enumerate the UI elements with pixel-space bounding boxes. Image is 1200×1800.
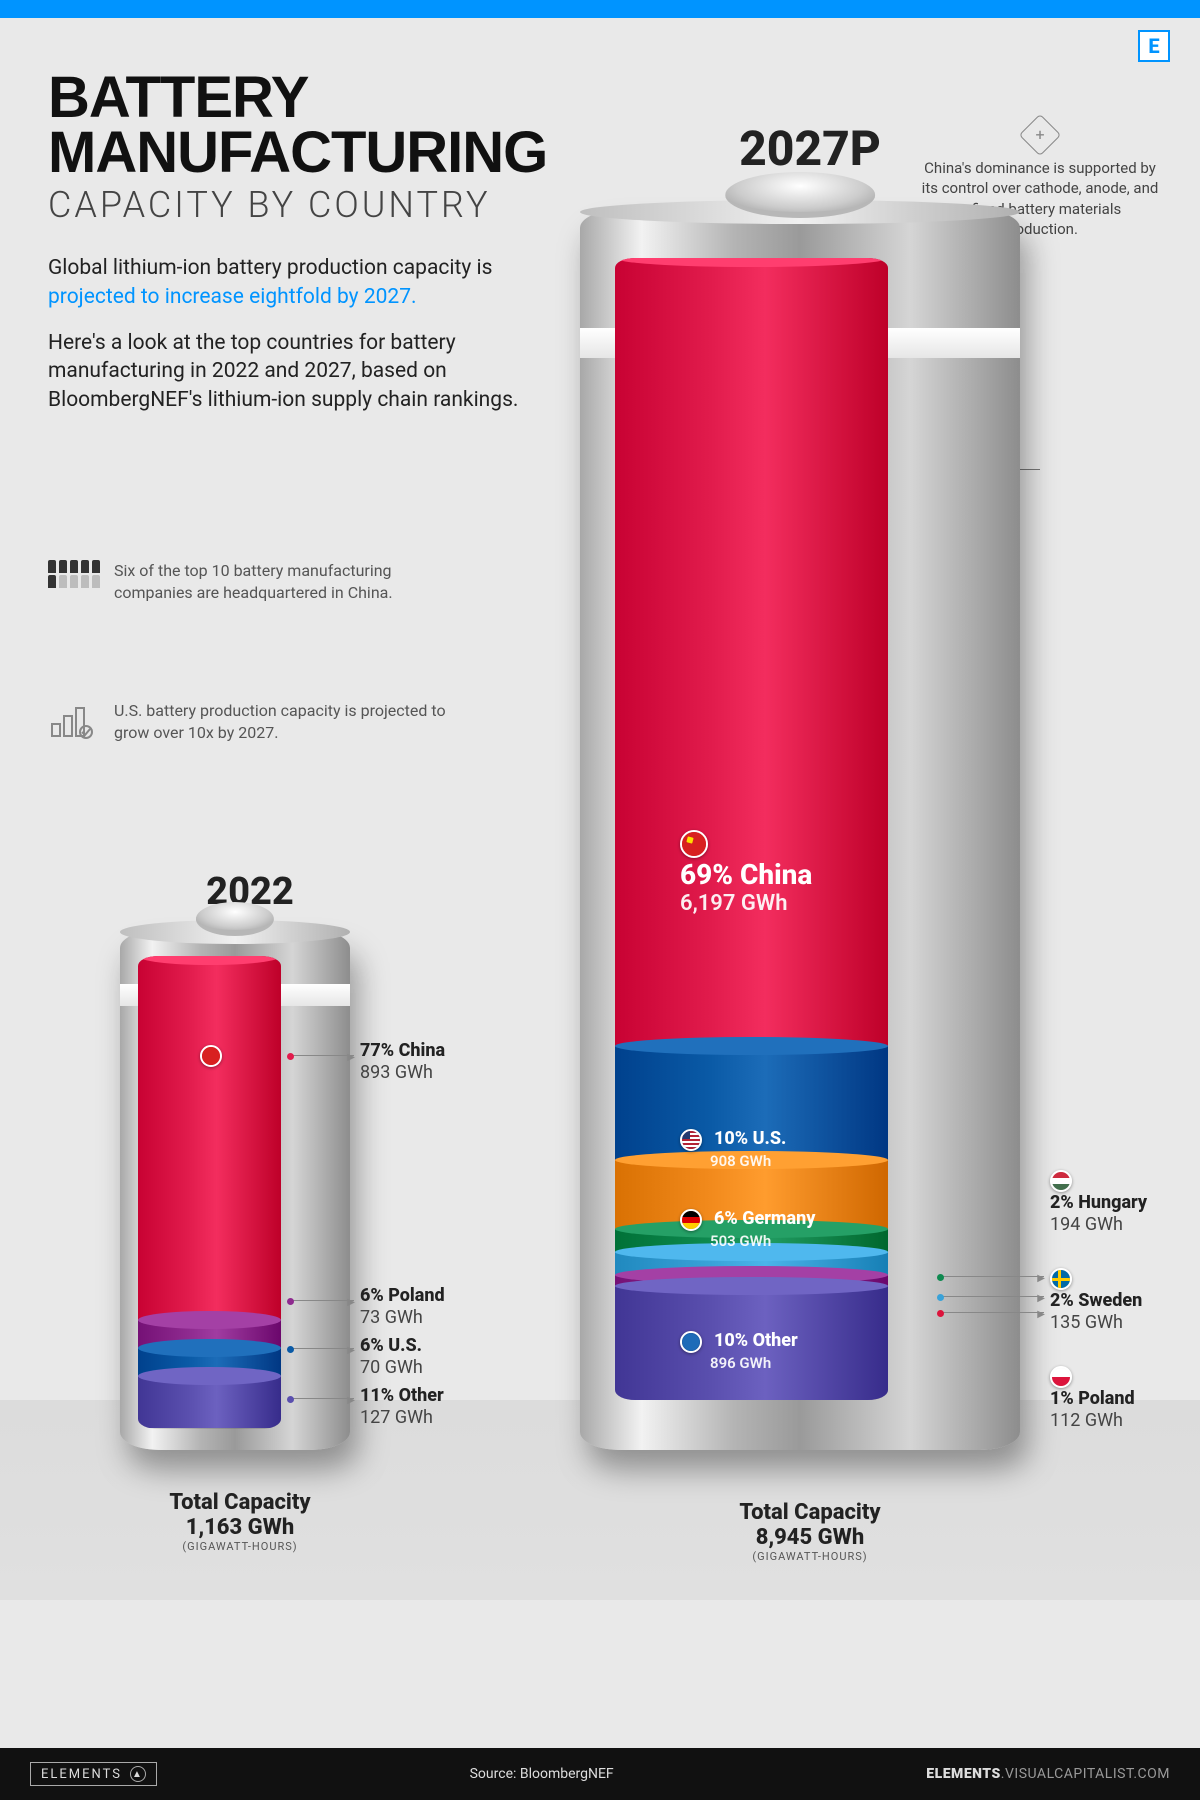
intro-highlight: projected to increase eightfold by 2027.	[48, 285, 417, 309]
factoid-companies: Six of the top 10 battery manufacturing …	[48, 560, 468, 603]
battery-2022	[120, 930, 350, 1450]
company-dots-icon	[48, 560, 96, 588]
leader-line: ▶	[290, 1398, 354, 1399]
flag-usa-icon	[680, 1129, 702, 1151]
title-line-2: MANUFACTURING	[48, 125, 608, 180]
flag-china-icon	[680, 830, 708, 858]
brand-logo: E	[1138, 30, 1170, 62]
title-line-1: BATTERY	[48, 70, 608, 125]
year-2027-label: 2027P	[680, 120, 940, 177]
leader-hungary: ▶	[940, 1276, 1044, 1277]
lbl-2027-other: 10% Other 896 GWh	[680, 1330, 798, 1372]
segment-china	[615, 258, 888, 1046]
flag-hungary-icon	[1050, 1170, 1072, 1192]
lbl-2022-poland: 6% Poland 73 GWh	[360, 1285, 445, 1328]
lbl-2027-germany: 6% Germany 503 GWh	[680, 1208, 815, 1250]
battery-terminal	[196, 902, 274, 936]
top-accent-bar	[0, 0, 1200, 18]
footer-brand: ELEMENTS ▲	[30, 1762, 157, 1786]
flag-china-icon	[200, 1045, 222, 1067]
footer-source: Source: BloombergNEF	[470, 1766, 614, 1782]
lbl-2027-sweden: 2% Sweden 135 GWh	[1050, 1268, 1142, 1333]
total-2022: Total Capacity 1,163 GWh (GIGAWATT-HOURS…	[130, 1490, 350, 1553]
lbl-2027-usa: 10% U.S. 908 GWh	[680, 1128, 786, 1170]
footer-brand-seal-icon: ▲	[130, 1766, 146, 1782]
intro-text: Global lithium-ion battery production ca…	[48, 254, 528, 414]
subtitle: CAPACITY BY COUNTRY	[48, 184, 608, 226]
lbl-2027-hungary: 2% Hungary 194 GWh	[1050, 1170, 1147, 1235]
leader-line: ▶	[290, 1300, 354, 1301]
leader-line: ▶	[290, 1348, 354, 1349]
infographic-page: E BATTERY MANUFACTURING CAPACITY BY COUN…	[0, 0, 1200, 1800]
segment-other	[138, 1376, 281, 1428]
total-2027: Total Capacity 8,945 GWh (GIGAWATT-HOURS…	[670, 1500, 950, 1563]
lbl-2027-china: 69% China 6,197 GWh	[680, 830, 812, 916]
flag-poland-icon	[1050, 1366, 1072, 1388]
lbl-2027-poland: 1% Poland 112 GWh	[1050, 1366, 1135, 1431]
leader-sweden: ▶	[940, 1296, 1044, 1297]
flag-sweden-icon	[1050, 1268, 1072, 1290]
factoid-us-growth: U.S. battery production capacity is proj…	[48, 700, 468, 744]
factoid-1-text: Six of the top 10 battery manufacturing …	[114, 560, 468, 603]
leader-poland: ▶	[940, 1312, 1044, 1313]
footer-bar: ELEMENTS ▲ Source: BloombergNEF ELEMENTS…	[0, 1748, 1200, 1800]
intro-2: Here's a look at the top countries for b…	[48, 329, 528, 414]
leader-2022-china: ▶	[290, 1055, 354, 1056]
header-block: BATTERY MANUFACTURING CAPACITY BY COUNTR…	[48, 70, 608, 414]
intro-1a: Global lithium-ion battery production ca…	[48, 256, 492, 280]
segment-china	[138, 956, 281, 1320]
lbl-2022-usa: 6% U.S. 70 GWh	[360, 1335, 423, 1378]
lbl-2022-other: 11% Other 127 GWh	[360, 1385, 444, 1428]
battery-terminal	[725, 172, 875, 218]
battery-cutaway	[138, 956, 281, 1429]
footer-site: ELEMENTS.VISUALCAPITALIST.COM	[926, 1766, 1170, 1782]
flag-globe-icon	[680, 1331, 702, 1353]
battery-tag-icon	[1019, 114, 1061, 156]
lbl-2022-china: 77% China 893 GWh	[360, 1040, 445, 1083]
growth-bars-icon	[48, 700, 96, 744]
flag-germany-icon	[680, 1209, 702, 1231]
factoid-2-text: U.S. battery production capacity is proj…	[114, 700, 468, 743]
